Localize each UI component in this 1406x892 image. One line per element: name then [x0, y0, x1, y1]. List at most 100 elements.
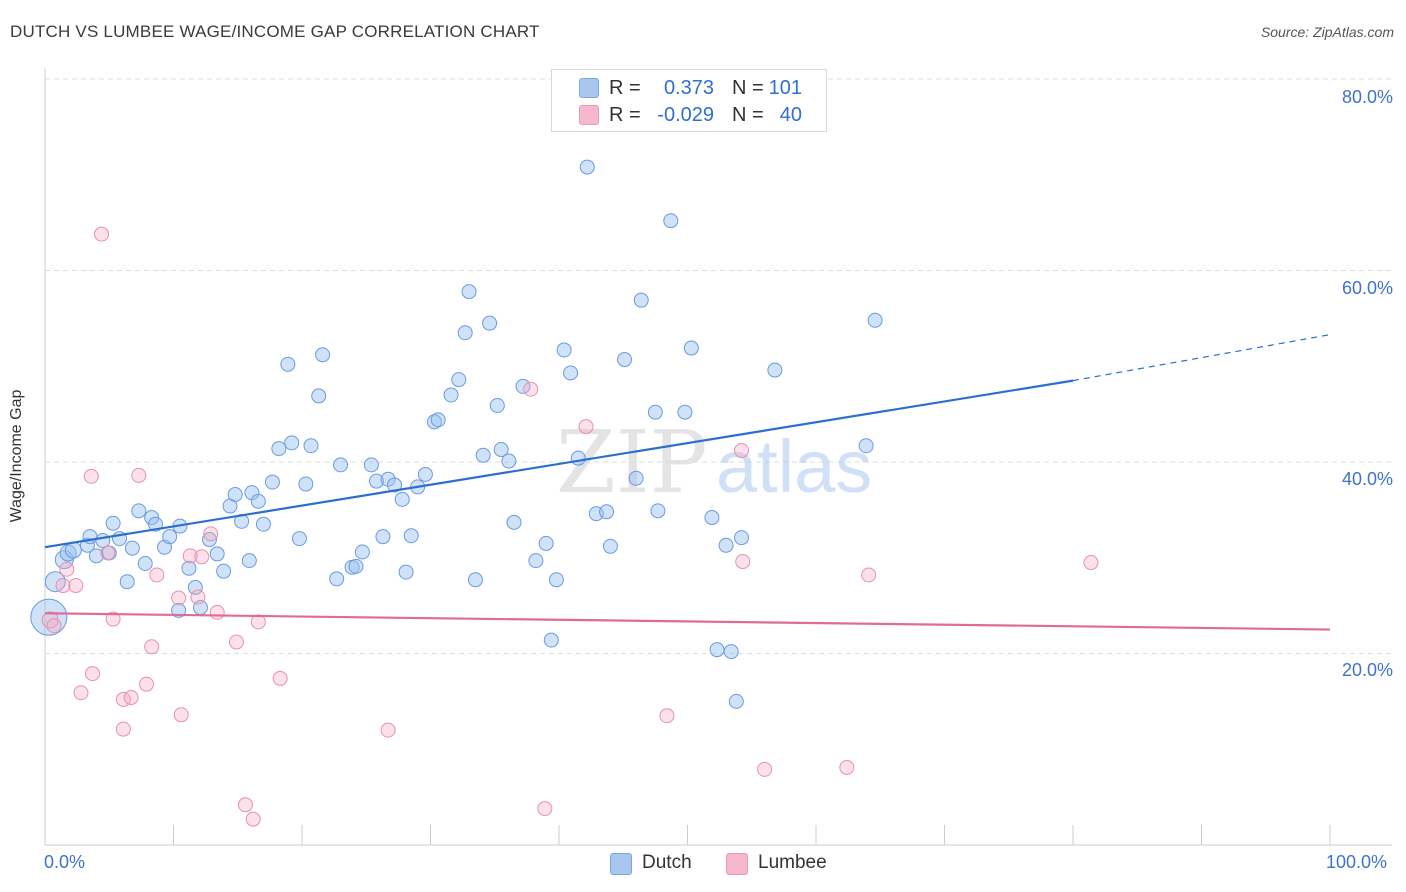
- lumbee-point: [1083, 555, 1099, 571]
- lumbee-point: [144, 639, 160, 655]
- lumbee-point: [149, 567, 165, 583]
- dutch-points: [30, 159, 883, 709]
- lumbee-point: [194, 549, 210, 565]
- n-label: N =: [732, 104, 764, 126]
- source-note: Source: ZipAtlas.com: [1260, 24, 1394, 40]
- lumbee-points: [41, 226, 1099, 827]
- dutch-point: [162, 529, 178, 545]
- watermark-zip: ZIP: [556, 413, 708, 513]
- y-tick-20: 20.0%: [1341, 660, 1393, 680]
- lumbee-point: [757, 761, 773, 777]
- dutch-point: [457, 325, 473, 341]
- dutch-point: [311, 388, 327, 404]
- dutch-point: [570, 450, 586, 466]
- dutch-point: [137, 555, 153, 571]
- dutch-point: [650, 503, 666, 519]
- dutch-point: [482, 315, 498, 331]
- y-tick-60: 60.0%: [1341, 278, 1393, 298]
- lumbee-point: [203, 526, 219, 542]
- dutch-point: [95, 533, 111, 549]
- x-tick-min: 0.0%: [44, 852, 86, 872]
- r-label: R =: [609, 104, 641, 126]
- dutch-point: [528, 553, 544, 569]
- legend-label-lumbee: Lumbee: [758, 852, 827, 873]
- dutch-point: [467, 572, 483, 588]
- lumbee-point: [228, 634, 244, 650]
- dutch-point: [44, 571, 66, 593]
- n-label: N =: [732, 77, 764, 99]
- dutch-point: [284, 435, 300, 451]
- dutch-point: [201, 532, 217, 548]
- dutch-swatch: [579, 78, 599, 98]
- y-tick-40: 40.0%: [1341, 469, 1393, 489]
- dutch-point: [30, 598, 68, 636]
- dutch-point: [315, 347, 331, 363]
- dutch-point: [704, 510, 720, 526]
- lumbee-swatch: [579, 105, 599, 125]
- dutch-point: [683, 340, 699, 356]
- dutch-point: [443, 387, 459, 403]
- lumbee-point: [68, 578, 84, 594]
- lumbee-point: [171, 590, 187, 606]
- dutch-point: [506, 514, 522, 530]
- r-value: 0.373: [663, 77, 714, 99]
- lumbee-swatch: [726, 853, 748, 875]
- lumbee-point: [173, 707, 189, 723]
- dutch-point: [303, 438, 319, 454]
- dutch-point: [633, 292, 649, 308]
- n-value: 101: [768, 77, 802, 99]
- lumbee-point: [94, 226, 110, 242]
- watermark: ZIP atlas: [556, 413, 872, 513]
- dutch-point: [131, 503, 147, 519]
- dutch-point: [348, 558, 364, 574]
- dutch-point: [187, 579, 203, 595]
- dutch-point: [354, 544, 370, 560]
- dutch-point: [602, 538, 618, 554]
- lumbee-point: [190, 589, 206, 605]
- dutch-point: [369, 473, 385, 489]
- dutch-point: [515, 378, 531, 394]
- lumbee-point: [73, 685, 89, 701]
- dutch-point: [417, 466, 433, 482]
- dutch-point: [227, 487, 243, 503]
- dutch-point: [579, 159, 595, 175]
- lumbee-point: [523, 381, 539, 397]
- axes: [44, 68, 1392, 846]
- dutch-point: [647, 404, 663, 420]
- lumbee-point: [209, 604, 225, 620]
- dutch-point: [241, 553, 257, 569]
- dutch-trendline-extension: [1072, 334, 1331, 382]
- lumbee-point: [861, 567, 877, 583]
- legend-row-dutch: R = 0.373 N = 101: [552, 75, 826, 101]
- y-tick-80: 80.0%: [1341, 87, 1393, 107]
- lumbee-point: [237, 797, 253, 813]
- dutch-point: [329, 571, 345, 587]
- dutch-point: [105, 515, 121, 531]
- dutch-trendline: [44, 379, 1074, 549]
- legend-label-dutch: Dutch: [642, 852, 692, 873]
- lumbee-point: [245, 811, 261, 827]
- y-axis-label: Wage/Income Gap: [8, 389, 25, 523]
- dutch-point: [298, 476, 314, 492]
- lumbee-point: [100, 545, 116, 561]
- dutch-point: [723, 644, 739, 660]
- dutch-point: [375, 529, 391, 545]
- r-label: R =: [609, 77, 641, 99]
- dutch-point: [461, 284, 477, 300]
- lumbee-point: [659, 708, 675, 724]
- lumbee-point: [115, 721, 131, 737]
- lumbee-point: [83, 468, 99, 484]
- dutch-point: [677, 404, 693, 420]
- dutch-point: [718, 537, 734, 553]
- dutch-point: [88, 548, 104, 564]
- dutch-point: [563, 365, 579, 381]
- dutch-point: [728, 693, 744, 709]
- lumbee-point: [55, 578, 71, 594]
- lumbee-point: [59, 561, 75, 577]
- dutch-point: [451, 372, 467, 388]
- dutch-point: [124, 540, 140, 556]
- dutch-point: [394, 491, 410, 507]
- dutch-point: [489, 398, 505, 414]
- lumbee-point: [46, 618, 62, 634]
- dutch-point: [280, 356, 296, 372]
